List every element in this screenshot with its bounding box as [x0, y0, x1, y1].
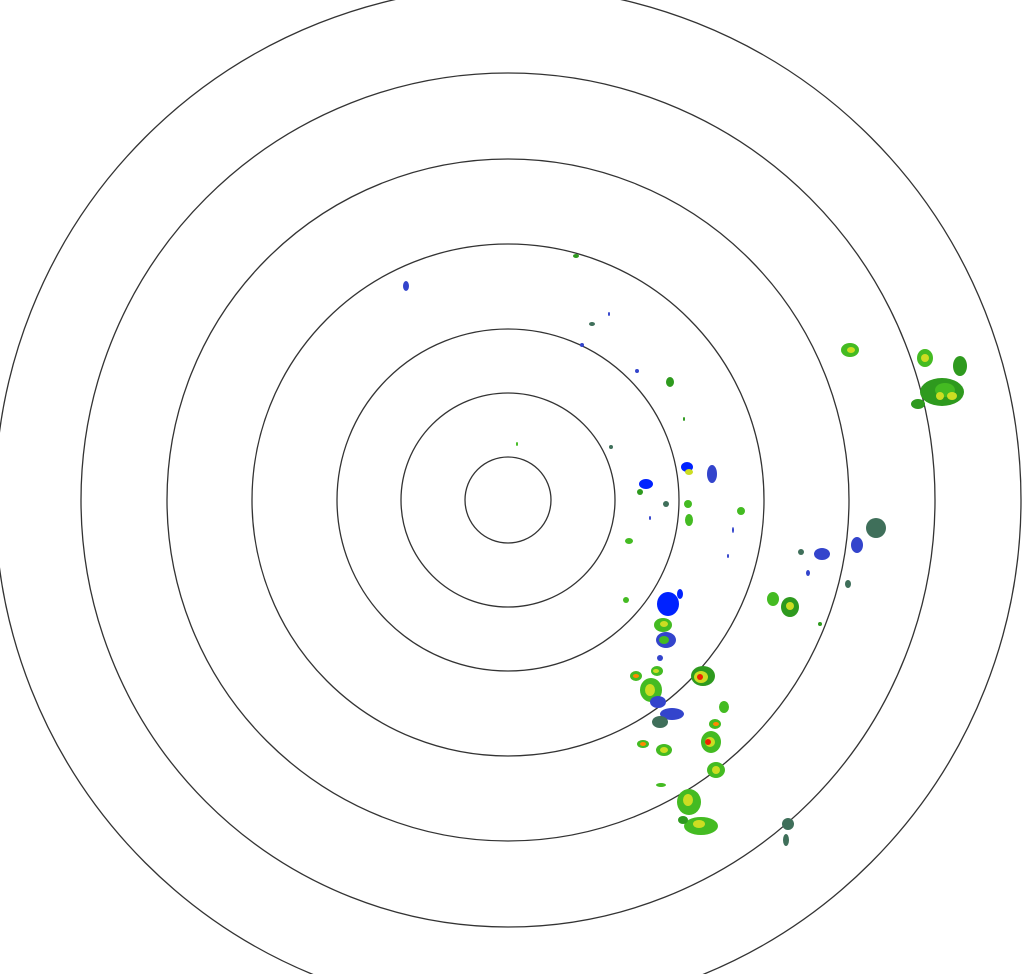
echo-cell [403, 281, 409, 291]
echo-cell [637, 489, 643, 495]
echo-cell [652, 716, 668, 728]
echo-cell [845, 580, 851, 588]
echo-cell [608, 312, 610, 316]
echo-cell [806, 570, 810, 576]
echo-cell [705, 739, 711, 745]
range-ring-5 [166, 158, 850, 842]
range-ring-4 [251, 243, 765, 757]
echo-cell [660, 708, 684, 720]
echo-cell [656, 783, 666, 787]
echo-cell [936, 392, 944, 400]
echo-cell [625, 538, 633, 544]
echo-cell [653, 669, 659, 673]
echo-cell [712, 766, 720, 774]
echo-cell [573, 254, 579, 258]
echo-cell [640, 742, 646, 746]
echo-cell [786, 602, 794, 610]
echo-cell [847, 347, 855, 353]
echo-cell [623, 597, 629, 603]
echo-cell [639, 479, 653, 489]
echo-cell [953, 356, 967, 376]
echo-cell [818, 622, 822, 626]
range-ring-2 [400, 392, 616, 608]
echo-cell [693, 820, 705, 828]
echo-cell [732, 527, 734, 533]
echo-cell [663, 501, 669, 507]
echo-cell [814, 548, 830, 560]
echo-cell [685, 514, 693, 526]
echo-cell [589, 322, 595, 326]
echo-cell [719, 701, 729, 713]
echo-cell [911, 399, 925, 409]
echo-cell [657, 592, 679, 616]
echo-cell [649, 516, 651, 520]
echo-cell [609, 445, 613, 449]
echo-cell [921, 354, 929, 362]
echo-cell [580, 343, 584, 347]
echo-cell [683, 417, 685, 421]
echo-cell [645, 684, 655, 696]
echo-cell [660, 747, 668, 753]
echo-cell [782, 818, 794, 830]
echo-cell [633, 674, 639, 678]
echo-cell [767, 592, 779, 606]
echo-cell [947, 392, 957, 400]
echo-cell [516, 442, 518, 446]
echo-cell [635, 369, 639, 373]
range-ring-3 [336, 328, 680, 672]
precipitation-echoes [403, 254, 967, 846]
echo-cell [683, 794, 693, 806]
echo-cell [798, 549, 804, 555]
range-ring-1 [464, 456, 552, 544]
echo-cell [727, 554, 729, 558]
echo-cell [650, 696, 666, 708]
echo-cell [666, 377, 674, 387]
echo-cell [659, 636, 669, 644]
echo-cell [851, 537, 863, 553]
echo-cell [677, 589, 683, 599]
echo-cell [657, 655, 663, 661]
echo-cell [660, 621, 668, 627]
echo-cell [697, 674, 703, 680]
echo-cell [707, 465, 717, 483]
echo-cell [713, 722, 719, 726]
echo-cell [685, 469, 693, 475]
range-ring-6 [80, 72, 936, 928]
echo-cell [737, 507, 745, 515]
echo-cell [783, 834, 789, 846]
echo-cell [866, 518, 886, 538]
echo-cell [684, 500, 692, 508]
echo-cell [678, 816, 688, 824]
